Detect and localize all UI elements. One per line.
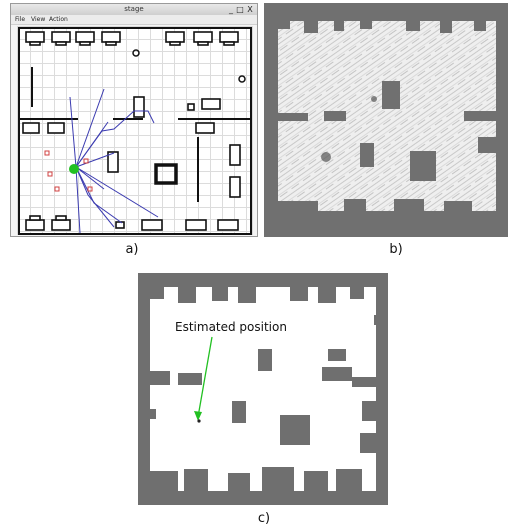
estimated-position-label: Estimated position: [175, 320, 287, 334]
caption-b: b): [389, 242, 403, 257]
simulation-canvas[interactable]: [17, 26, 253, 235]
maximize-button[interactable]: □: [236, 5, 244, 14]
minimize-button[interactable]: _: [229, 5, 233, 14]
high-probability-spots: [321, 96, 377, 162]
large-obstacle: [154, 163, 178, 185]
small-object: [238, 75, 246, 83]
map-obstacles: [150, 287, 376, 491]
caption-a: a): [125, 242, 139, 257]
menu-action[interactable]: Action: [49, 16, 68, 23]
probability-map: [264, 3, 508, 237]
annotation-arrow: [197, 336, 213, 418]
desks: [22, 31, 241, 231]
laser-scan: [69, 88, 159, 234]
arrow-head: [194, 411, 202, 421]
simulator-window: stage _ □ X File View Action: [10, 3, 258, 237]
window-title: stage: [124, 5, 144, 13]
estimated-position-marker: [197, 419, 201, 423]
occupancy-map: Estimated position: [138, 273, 388, 505]
simulation-drawing: [18, 27, 252, 235]
map-obstacles: [278, 21, 496, 211]
small-object: [132, 49, 140, 57]
menu-file[interactable]: File: [15, 16, 26, 23]
menu-bar: File View Action: [11, 15, 257, 25]
caption-c: c): [257, 511, 271, 526]
free-space: [150, 287, 376, 491]
robot-marker: [69, 164, 79, 174]
menu-view[interactable]: View: [31, 16, 46, 23]
explored-area: [278, 21, 496, 211]
room-walls: [18, 27, 252, 235]
close-button[interactable]: X: [247, 5, 253, 14]
obstacle-markers: [44, 150, 93, 192]
